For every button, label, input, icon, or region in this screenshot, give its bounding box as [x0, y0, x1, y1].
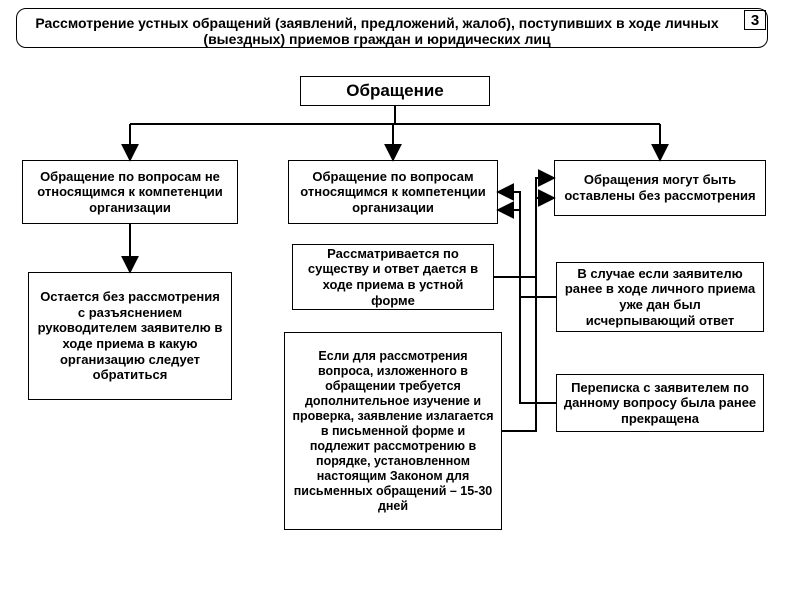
node-mid3: Если для рассмотрения вопроса, изложенно… — [284, 332, 502, 530]
node-mid1-text: Обращение по вопросам относящимся к комп… — [295, 169, 491, 216]
node-left2: Остается без рассмотрения с разъяснением… — [28, 272, 232, 400]
node-root-text: Обращение — [346, 81, 444, 101]
node-root: Обращение — [300, 76, 490, 106]
header-box: Рассмотрение устных обращений (заявлений… — [16, 8, 768, 48]
node-mid2: Рассматривается по существу и ответ дает… — [292, 244, 494, 310]
node-mid2-text: Рассматривается по существу и ответ дает… — [299, 246, 487, 308]
node-left2-text: Остается без рассмотрения с разъяснением… — [35, 289, 225, 383]
node-mid3-text: Если для рассмотрения вопроса, изложенно… — [291, 349, 495, 514]
node-right1: Обращения могут быть оставлены без рассм… — [554, 160, 766, 216]
node-right1-text: Обращения могут быть оставлены без рассм… — [561, 172, 759, 203]
page-number: 3 — [751, 12, 759, 29]
node-right3: Переписка с заявителем по данному вопрос… — [556, 374, 764, 432]
node-right2: В случае если заявителю ранее в ходе лич… — [556, 262, 764, 332]
page-number-badge: 3 — [744, 10, 766, 30]
node-mid1: Обращение по вопросам относящимся к комп… — [288, 160, 498, 224]
node-right3-text: Переписка с заявителем по данному вопрос… — [563, 380, 757, 427]
node-left1: Обращение по вопросам не относящимся к к… — [22, 160, 238, 224]
header-text: Рассмотрение устных обращений (заявлений… — [35, 15, 718, 47]
node-left1-text: Обращение по вопросам не относящимся к к… — [29, 169, 231, 216]
node-right2-text: В случае если заявителю ранее в ходе лич… — [563, 266, 757, 328]
